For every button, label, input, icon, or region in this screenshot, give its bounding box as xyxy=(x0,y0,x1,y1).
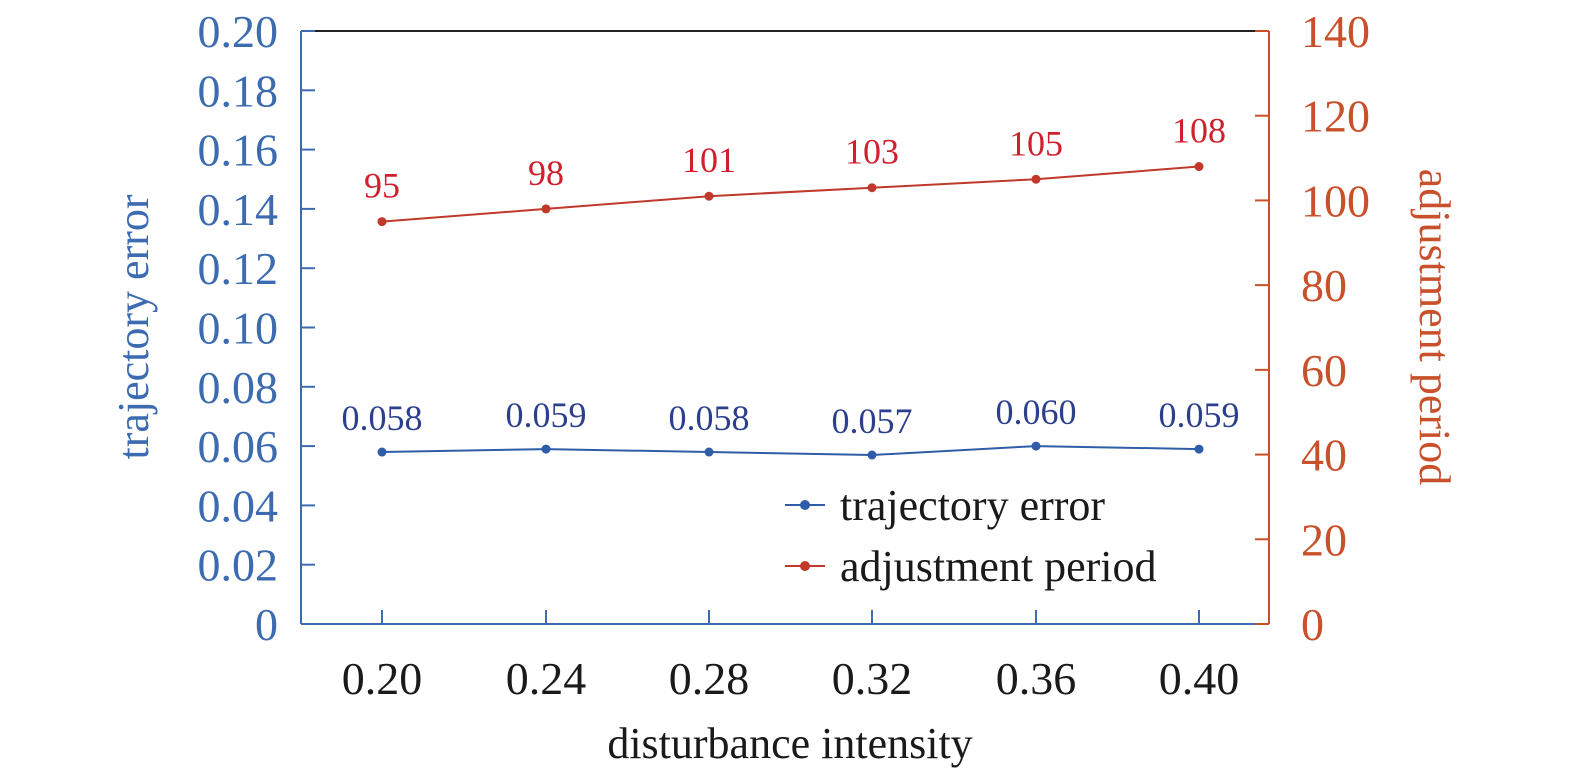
x-tick-label: 0.20 xyxy=(342,653,423,704)
legend-marker xyxy=(800,500,810,510)
y-right-tick-label: 40 xyxy=(1301,430,1347,481)
data-label: 0.058 xyxy=(669,398,750,438)
y-right-tick-label: 140 xyxy=(1301,6,1370,57)
y-left-tick-label: 0.04 xyxy=(198,480,279,531)
legend-item-2: adjustment period xyxy=(785,542,1157,591)
y-left-tick-label: 0.18 xyxy=(198,65,279,116)
data-point xyxy=(704,191,714,201)
series-layer: 0.058 0.059 0.058 0.057 0.060 0.059 95 98 101 103… xyxy=(342,111,1240,460)
legend-label: trajectory error xyxy=(840,481,1105,530)
y-right-tick-label: 100 xyxy=(1301,175,1370,226)
data-point xyxy=(1194,444,1204,454)
y-left-tick-label: 0.16 xyxy=(198,125,279,176)
series-line xyxy=(381,165,1200,223)
data-label: 101 xyxy=(682,140,736,180)
y-left-tick-label: 0.08 xyxy=(198,362,279,413)
data-label: 0.057 xyxy=(832,401,913,441)
x-tick-label: 0.24 xyxy=(506,653,587,704)
y-right-axis-title: adjustment period xyxy=(1410,169,1459,486)
x-tick-label: 0.40 xyxy=(1159,653,1240,704)
y-left-tick-label: 0.06 xyxy=(198,421,279,472)
data-label: 108 xyxy=(1172,111,1226,151)
legend: trajectory error adjustment period xyxy=(785,481,1157,591)
y-left-tick-label: 0.02 xyxy=(198,540,279,591)
data-point xyxy=(541,444,551,454)
x-tick-label: 0.28 xyxy=(669,653,750,704)
series-line xyxy=(381,445,1200,456)
x-axis-title: disturbance intensity xyxy=(607,719,972,768)
y-right-tick-label: 120 xyxy=(1301,91,1370,142)
y-right-tick-label: 80 xyxy=(1301,260,1347,311)
y-right-tick-label: 0 xyxy=(1301,599,1324,650)
series-2: 95 98 101 103 105 108 xyxy=(364,111,1226,227)
y-left-axis-title: trajectory error xyxy=(109,194,158,459)
data-label: 0.059 xyxy=(1159,395,1240,435)
y-left-tick-label: 0.12 xyxy=(198,243,279,294)
y-right-tick-label: 60 xyxy=(1301,345,1347,396)
data-point xyxy=(541,204,551,214)
data-label: 98 xyxy=(528,153,564,193)
x-axis: 0.20 0.24 0.28 0.32 0.36 0.40 xyxy=(342,610,1240,704)
plot-frame xyxy=(301,30,1269,625)
data-point xyxy=(377,447,387,457)
series-1: 0.058 0.059 0.058 0.057 0.060 0.059 xyxy=(342,392,1240,460)
data-label: 103 xyxy=(845,132,899,172)
data-point xyxy=(1031,441,1041,451)
right-axis: 0 20 40 60 80 100 120 140 xyxy=(1255,6,1370,650)
data-point xyxy=(1194,162,1204,172)
y-left-tick-label: 0.20 xyxy=(198,6,279,57)
data-label: 0.059 xyxy=(506,395,587,435)
data-point xyxy=(867,183,877,193)
data-point xyxy=(377,217,387,227)
data-label: 105 xyxy=(1009,123,1063,163)
x-tick-label: 0.32 xyxy=(832,653,913,704)
data-label: 95 xyxy=(364,166,400,206)
legend-label: adjustment period xyxy=(840,542,1157,591)
legend-item-1: trajectory error xyxy=(785,481,1105,530)
data-point xyxy=(1031,174,1041,184)
y-left-tick-label: 0.10 xyxy=(198,303,279,354)
legend-marker xyxy=(800,561,810,571)
data-label: 0.060 xyxy=(996,392,1077,432)
data-point xyxy=(867,450,877,460)
y-left-tick-label: 0 xyxy=(255,599,278,650)
y-left-tick-label: 0.14 xyxy=(198,184,279,235)
data-label: 0.058 xyxy=(342,398,423,438)
x-tick-label: 0.36 xyxy=(996,653,1077,704)
y-right-tick-label: 20 xyxy=(1301,514,1347,565)
left-axis: 0 0.02 0.04 0.06 0.08 0.10 0.12 0.14 0.16 0.18 0.2… xyxy=(198,6,315,650)
data-point xyxy=(704,447,714,457)
